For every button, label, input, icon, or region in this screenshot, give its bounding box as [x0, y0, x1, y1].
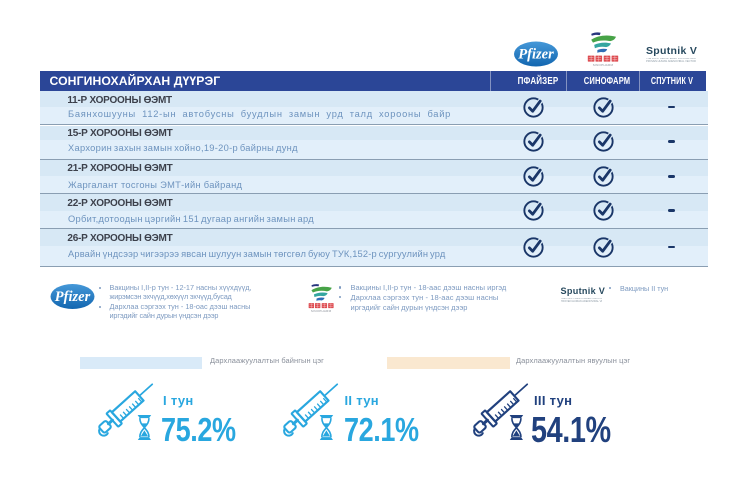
svg-text:Pfizer: Pfizer: [518, 47, 554, 63]
svg-text:Pfizer: Pfizer: [55, 289, 91, 305]
